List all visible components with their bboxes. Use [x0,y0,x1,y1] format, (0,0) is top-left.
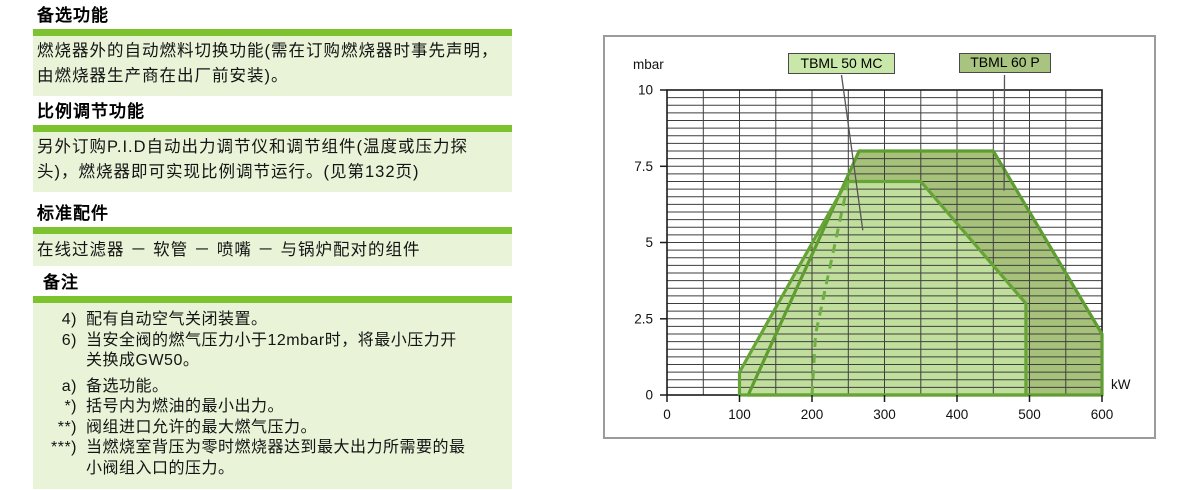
note-marker: *) [64,398,77,415]
svg-text:200: 200 [801,407,824,422]
svg-text:400: 400 [946,407,969,422]
section-divider-bar [33,227,512,234]
section-standard-accessories: 标准配件 在线过滤器 － 软管 － 喷嘴 － 与锅炉配对的组件 [33,203,512,266]
note-item: *) 括号内为燃油的最小出力。 [33,397,508,418]
svg-text:7.5: 7.5 [634,159,653,174]
info-column: 备选功能 燃烧器外的自动燃料切换功能(需在订购燃烧器时事先声明，由燃烧器生产商在… [33,0,513,490]
section-body: 燃烧器外的自动燃料切换功能(需在订购燃烧器时事先声明，由燃烧器生产商在出厂前安装… [33,36,512,96]
note-text: 配有自动空气关闭装置。 [86,311,268,328]
note-item: ***) 当燃烧室背压为零时燃烧器达到最大出力所需要的最小阀组入口的压力。 [33,438,508,479]
note-text: 括号内为燃油的最小出力。 [86,398,285,415]
note-item: 4) 配有自动空气关闭装置。 [33,310,508,331]
section-optional-functions: 备选功能 燃烧器外的自动燃料切换功能(需在订购燃烧器时事先声明，由燃烧器生产商在… [33,5,512,96]
note-marker: 4) [61,311,77,328]
svg-text:100: 100 [728,407,751,422]
svg-text:5: 5 [645,235,653,250]
working-range-chart-panel: 0 2.5 5 7.5 10 0 100 200 300 400 500 600 mbar kW TBML… [603,35,1156,439]
legend-tbml-60-p: TBML 60 P [959,53,1051,73]
svg-text:0: 0 [663,407,671,422]
note-text: 阀组进口允许的最大燃气压力。 [86,418,318,436]
section-proportional-control: 比例调节功能 另外订购P.I.D自动出力调节仪和调节组件(温度或压力探头)，燃烧… [33,101,512,192]
note-item: a) 备选功能。 [33,377,508,398]
remarks-list: 4) 配有自动空气关闭装置。 6) 当安全阀的燃气压力小于12mbar时，将最小… [33,303,512,489]
section-body: 另外订购P.I.D自动出力调节仪和调节组件(温度或压力探头)，燃烧器即可实现比例… [33,132,512,192]
legend-tbml-50-mc: TBML 50 MC [788,53,895,74]
section-heading: 标准配件 [37,204,109,223]
y-axis-unit-label: mbar [633,57,664,72]
svg-text:600: 600 [1091,407,1114,422]
note-text: 备选功能。 [86,377,169,395]
note-item: **) 阀组进口允许的最大燃气压力。 [33,418,508,439]
note-text: 当燃烧室背压为零时燃烧器达到最大出力所需要的最小阀组入口的压力。 [86,439,466,477]
section-divider-bar [33,296,512,303]
note-marker: ***) [50,439,77,456]
svg-text:0: 0 [645,388,653,403]
section-divider-bar [33,125,512,132]
note-marker: a) [61,377,77,395]
note-text: 当安全阀的燃气压力小于12mbar时，将最小压力开关换成GW50。 [86,331,457,370]
section-body: 在线过滤器 － 软管 － 喷嘴 － 与锅炉配对的组件 [33,234,512,266]
section-heading: 比例调节功能 [37,102,145,121]
section-heading: 备选功能 [37,6,109,25]
svg-text:300: 300 [873,407,896,422]
section-remarks: 备注 4) 配有自动空气关闭装置。 6) 当安全阀的燃气压力小于12mbar时，… [33,272,512,489]
section-heading: 备注 [43,273,79,292]
section-divider-bar [33,29,512,36]
legend-label: TBML 50 MC [800,55,883,71]
svg-text:10: 10 [638,83,653,98]
x-axis-unit-label: kW [1111,377,1131,392]
note-marker: **) [57,418,77,436]
note-marker: 6) [61,331,77,349]
note-item: 6) 当安全阀的燃气压力小于12mbar时，将最小压力开关换成GW50。 [33,331,508,372]
svg-text:500: 500 [1018,407,1041,422]
legend-label: TBML 60 P [970,54,1040,70]
svg-text:2.5: 2.5 [634,311,653,326]
